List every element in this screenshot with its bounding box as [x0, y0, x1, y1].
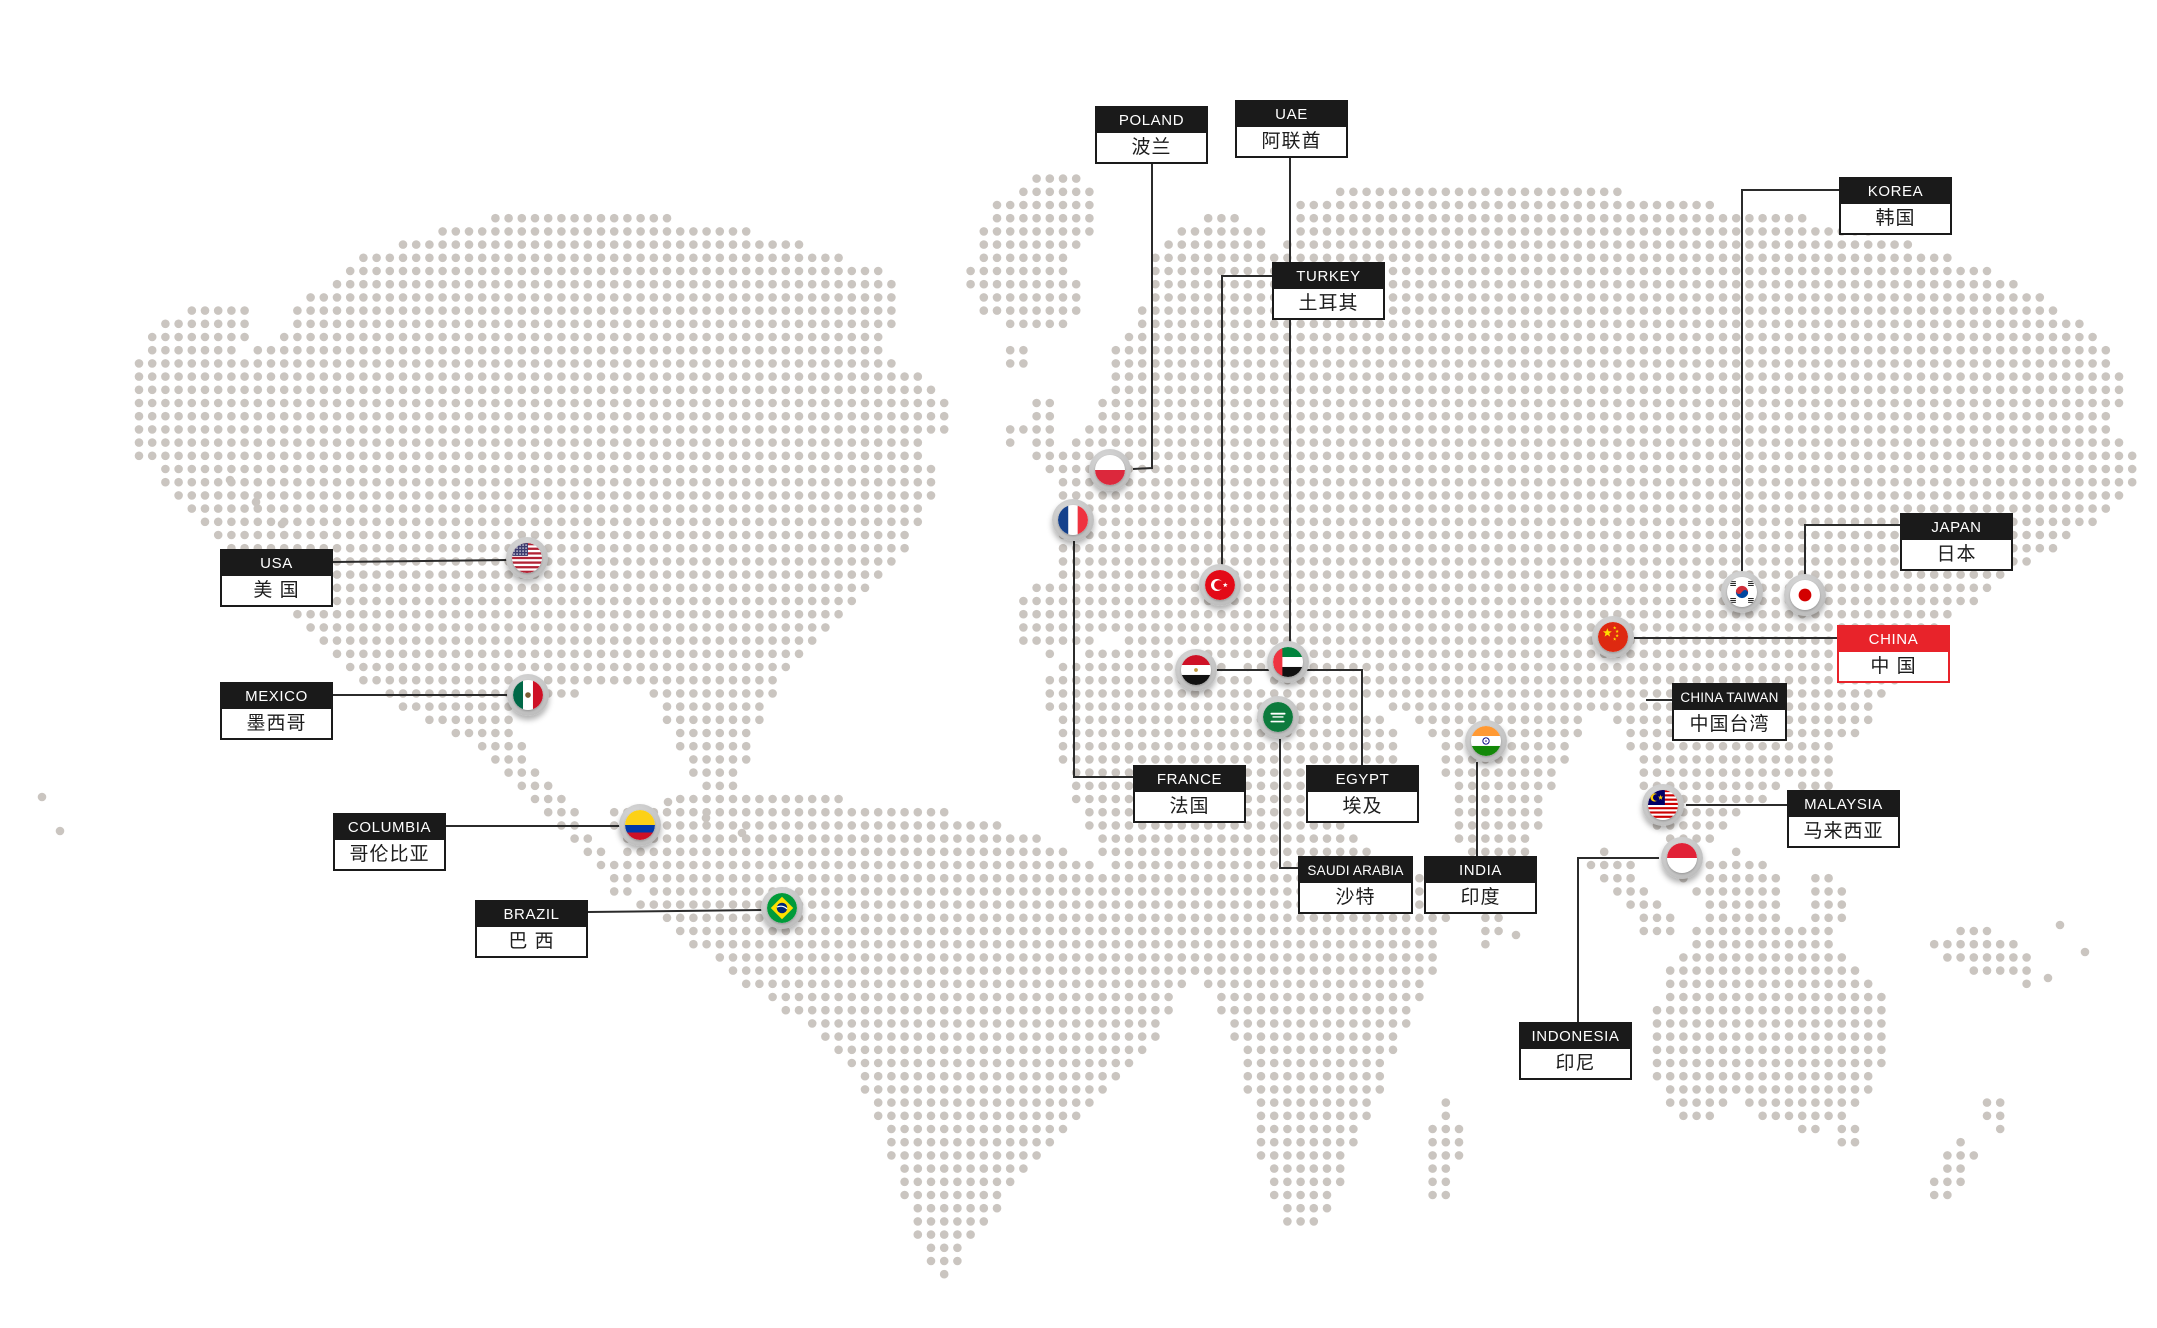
korea-flag-icon	[1727, 577, 1757, 607]
indonesia-connector-line	[1577, 857, 1659, 1022]
korea-flag-pin[interactable]	[1721, 571, 1763, 613]
usa-label[interactable]: USA 美 国	[220, 549, 333, 607]
mexico-flag-pin[interactable]	[507, 674, 549, 716]
japan-label-en: JAPAN	[1902, 515, 2011, 540]
france-label[interactable]: FRANCE 法国	[1133, 765, 1246, 823]
usa-connector-line	[332, 559, 510, 563]
france-connector-line	[1073, 541, 1133, 778]
mexico-label[interactable]: MEXICO 墨西哥	[220, 682, 333, 740]
egypt-flag-icon	[1181, 655, 1211, 685]
france-flag-icon	[1058, 505, 1088, 535]
brazil-connector-line	[587, 909, 763, 913]
india-flag-icon	[1471, 726, 1501, 756]
uae-label-en: UAE	[1237, 102, 1346, 127]
columbia-label-en: COLUMBIA	[335, 815, 444, 840]
turkey-label-en: TURKEY	[1274, 264, 1383, 289]
turkey-label[interactable]: TURKEY 土耳其	[1272, 262, 1385, 320]
japan-flag-pin[interactable]	[1784, 574, 1826, 616]
japan-flag-icon	[1790, 580, 1820, 610]
poland-flag-pin[interactable]	[1089, 449, 1131, 491]
mexico-flag-icon	[513, 680, 543, 710]
japan-label[interactable]: JAPAN 日本	[1900, 513, 2013, 571]
malaysia-label-en: MALAYSIA	[1789, 792, 1898, 817]
poland-label-zh: 波兰	[1131, 137, 1172, 158]
saudi_arabia-connector-line	[1279, 739, 1298, 869]
usa-label-zh: 美 国	[253, 580, 300, 601]
malaysia-label[interactable]: MALAYSIA 马来西亚	[1787, 790, 1900, 848]
korea-label-en: KOREA	[1841, 179, 1950, 204]
indonesia-label[interactable]: INDONESIA 印尼	[1519, 1022, 1632, 1080]
uae-flag-icon	[1273, 647, 1303, 677]
china-flag-icon	[1598, 622, 1628, 652]
usa-label-en: USA	[222, 551, 331, 576]
china-label[interactable]: CHINA 中 国	[1837, 625, 1950, 683]
egypt-label[interactable]: EGYPT 埃及	[1306, 765, 1419, 823]
egypt-label-zh: 埃及	[1342, 796, 1383, 817]
mexico-label-zh: 墨西哥	[246, 713, 307, 734]
uae-label-zh: 阿联酋	[1261, 131, 1322, 152]
saudi_arabia-label-en: SAUDI ARABIA	[1300, 858, 1411, 883]
turkey-label-zh: 土耳其	[1298, 293, 1359, 314]
china-label-zh: 中 国	[1870, 656, 1917, 677]
malaysia-label-zh: 马来西亚	[1803, 821, 1884, 842]
poland-label-en: POLAND	[1097, 108, 1206, 133]
india-flag-pin[interactable]	[1465, 720, 1507, 762]
egypt-connector-line	[1217, 669, 1363, 765]
indonesia-label-zh: 印尼	[1555, 1053, 1596, 1074]
columbia-flag-pin[interactable]	[619, 804, 661, 846]
egypt-label-en: EGYPT	[1308, 767, 1417, 792]
japan-label-zh: 日本	[1936, 544, 1977, 565]
china_taiwan-label[interactable]: CHINA TAIWAN 中国台湾	[1672, 683, 1787, 741]
brazil-label-zh: 巴 西	[508, 931, 555, 952]
columbia-label-zh: 哥伦比亚	[349, 844, 430, 865]
brazil-label[interactable]: BRAZIL 巴 西	[475, 900, 588, 958]
turkey-connector-line	[1221, 275, 1272, 565]
france-label-en: FRANCE	[1135, 767, 1244, 792]
malaysia-flag-icon	[1648, 790, 1678, 820]
saudi_arabia-label-zh: 沙特	[1335, 887, 1376, 908]
poland-flag-icon	[1095, 455, 1125, 485]
turkey-flag-pin[interactable]	[1199, 564, 1241, 606]
india-label-zh: 印度	[1460, 887, 1501, 908]
columbia-flag-icon	[625, 810, 655, 840]
china-label-en: CHINA	[1839, 627, 1948, 652]
india-label[interactable]: INDIA 印度	[1424, 856, 1537, 914]
saudi_arabia-label[interactable]: SAUDI ARABIA 沙特	[1298, 856, 1413, 914]
china_taiwan-label-zh: 中国台湾	[1689, 714, 1770, 735]
korea-label[interactable]: KOREA 韩国	[1839, 177, 1952, 235]
egypt-flag-pin[interactable]	[1175, 649, 1217, 691]
poland-connector-line	[1132, 162, 1153, 470]
indonesia-flag-icon	[1667, 843, 1697, 873]
korea-connector-line	[1741, 189, 1839, 572]
usa-flag-icon	[512, 543, 542, 573]
saudi_arabia-flag-icon	[1263, 702, 1293, 732]
korea-label-zh: 韩国	[1875, 208, 1916, 229]
mexico-label-en: MEXICO	[222, 684, 331, 709]
india-label-en: INDIA	[1426, 858, 1535, 883]
brazil-label-en: BRAZIL	[477, 902, 586, 927]
japan-connector-line	[1804, 524, 1900, 576]
usa-flag-pin[interactable]	[506, 537, 548, 579]
indonesia-label-en: INDONESIA	[1521, 1024, 1630, 1049]
china-flag-pin[interactable]	[1592, 616, 1634, 658]
china_taiwan-label-en: CHINA TAIWAN	[1674, 685, 1785, 710]
france-label-zh: 法国	[1169, 796, 1210, 817]
uae-label[interactable]: UAE 阿联酋	[1235, 100, 1348, 158]
brazil-flag-icon	[767, 893, 797, 923]
malaysia-flag-pin[interactable]	[1642, 784, 1684, 826]
saudi_arabia-flag-pin[interactable]	[1257, 696, 1299, 738]
brazil-flag-pin[interactable]	[761, 887, 803, 929]
columbia-label[interactable]: COLUMBIA 哥伦比亚	[333, 813, 446, 871]
indonesia-flag-pin[interactable]	[1661, 837, 1703, 879]
france-flag-pin[interactable]	[1052, 499, 1094, 541]
poland-label[interactable]: POLAND 波兰	[1095, 106, 1208, 164]
turkey-flag-icon	[1205, 570, 1235, 600]
uae-flag-pin[interactable]	[1267, 641, 1309, 683]
